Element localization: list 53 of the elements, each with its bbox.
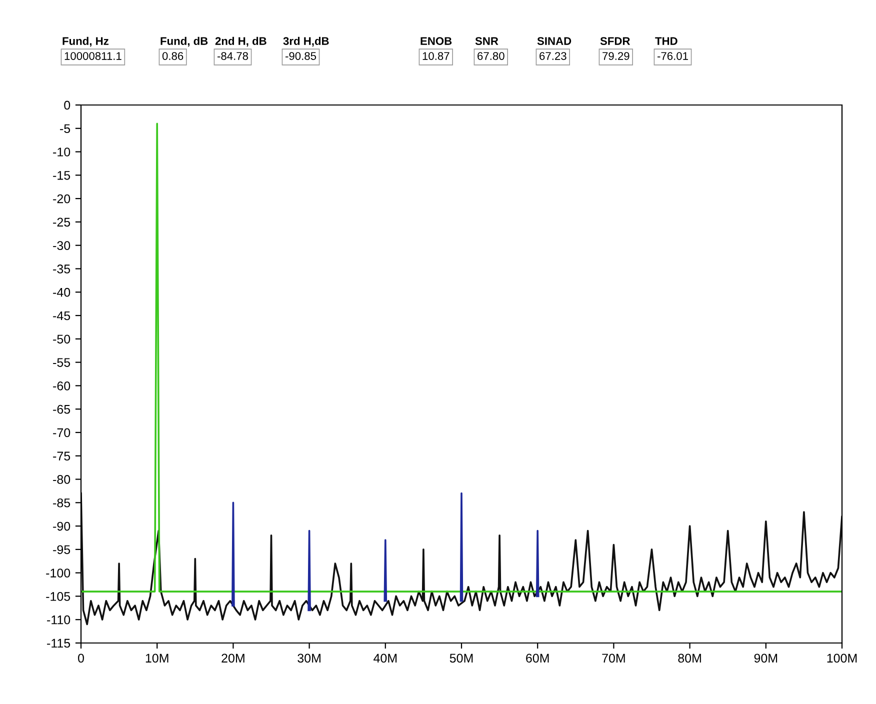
y-tick-label: -90 [53, 522, 70, 531]
x-tick-label: 70M [602, 654, 625, 663]
x-tick-label: 0 [78, 654, 84, 663]
text: -76.01 [657, 52, 688, 60]
y-tick-label: -50 [53, 334, 70, 344]
x-tick-label: 50M [450, 654, 473, 663]
x-tick-label: 60M [526, 654, 549, 663]
x-tick-label: 20M [222, 654, 244, 663]
text: SNR [475, 37, 498, 45]
y-tick-label: -100 [46, 568, 70, 578]
y-tick-label: -75 [53, 452, 70, 461]
text: THD [655, 37, 678, 45]
y-tick-label: -60 [53, 381, 70, 390]
text: 67.80 [478, 52, 504, 60]
y-tick-label: -10 [53, 148, 70, 156]
text: 10.87 [422, 52, 450, 60]
text: 3rd H,dB [283, 36, 329, 47]
text: Fund, dB [160, 36, 208, 47]
text: ENOB [420, 37, 452, 45]
x-tick-label: 100M [827, 654, 857, 663]
text: SINAD [537, 37, 572, 45]
x-tick-label: 10M [146, 654, 168, 663]
y-tick-label: -115 [47, 638, 70, 648]
text: 10000811.1 [64, 52, 122, 60]
y-tick-label: -20 [53, 194, 70, 204]
y-tick-label: -55 [53, 358, 70, 367]
x-tick-label: 30M [298, 654, 320, 663]
x-tick-label: 40M [374, 654, 397, 663]
text: SFDR [600, 37, 630, 45]
y-tick-label: -105 [46, 592, 70, 601]
y-tick-label: -80 [53, 475, 70, 484]
x-tick-label: 90M [754, 654, 778, 663]
y-tick-label: -45 [53, 311, 70, 320]
text: 67.23 [540, 52, 566, 60]
y-tick-label: -30 [53, 241, 70, 250]
text: -90.85 [285, 52, 316, 60]
y-tick-label: -110 [47, 615, 70, 624]
text: -84.78 [217, 52, 248, 60]
y-tick-label: -85 [53, 498, 70, 508]
text: 0.86 [162, 52, 184, 60]
y-tick-label: -35 [53, 264, 70, 274]
y-tick-label: -5 [60, 124, 70, 134]
y-tick-label: -95 [53, 545, 70, 554]
y-tick-label: -70 [53, 428, 70, 438]
x-tick-label: 80M [678, 654, 701, 663]
y-tick-label: -65 [53, 404, 70, 414]
text: 79.29 [602, 52, 630, 60]
y-tick-label: -25 [53, 218, 70, 227]
y-tick-label: -40 [53, 288, 70, 297]
y-tick-label: 0 [64, 100, 70, 110]
y-tick-label: -15 [53, 171, 70, 180]
text: Fund, Hz [62, 36, 108, 47]
text: 2nd H, dB [215, 36, 266, 47]
